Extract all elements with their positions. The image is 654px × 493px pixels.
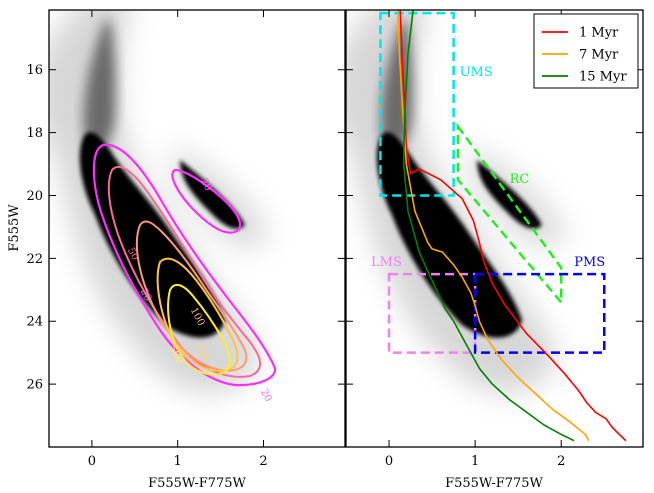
right-panel: UMS RC LMS PMS 0 1 2 1 Myr 7 Myr 15 Myr (345, 9, 644, 469)
isochrone-line (396, 10, 590, 442)
x-axis-label-right: F555W-F775W (445, 476, 543, 491)
isochrone-line (399, 10, 627, 442)
legend: 1 Myr 7 Myr 15 Myr (533, 13, 639, 89)
region-label: PMS (574, 255, 605, 270)
contour-100 (135, 220, 248, 372)
contour-label: 50 (125, 246, 141, 262)
y-axis-label: F555W (7, 204, 22, 252)
y-tick-label: 24 (26, 315, 43, 330)
contour-500 (167, 283, 231, 376)
x-tick-label: 1 (174, 454, 182, 469)
region-ums (379, 11, 455, 197)
x-tick-label: 2 (259, 454, 267, 469)
region-pms (473, 272, 606, 354)
legend-label: 15 Myr (579, 70, 627, 85)
contour-300 (156, 257, 239, 372)
region-label: LMS (371, 255, 402, 270)
x-tick-label: 0 (385, 454, 393, 469)
region-label: UMS (460, 65, 493, 80)
contour-20 (92, 143, 277, 387)
legend-label: 7 Myr (579, 48, 619, 63)
region-lms (387, 272, 477, 354)
x-tick-label: 0 (88, 454, 96, 469)
contour-label: 20 (198, 177, 214, 193)
region-rc (456, 122, 563, 306)
contour-label: 20 (138, 287, 154, 303)
x-tick-label: 1 (471, 454, 479, 469)
density-contours (92, 143, 277, 387)
isochrone-line (402, 10, 575, 442)
region-label: RC (510, 172, 530, 187)
y-tick-label: 18 (26, 126, 43, 141)
x-tick-label: 2 (557, 454, 565, 469)
contour-50 (107, 165, 262, 378)
y-tick-label: 22 (26, 252, 43, 267)
legend-label: 1 Myr (579, 26, 619, 41)
contour-20-rc (171, 168, 242, 234)
y-tick-label: 26 (26, 378, 43, 393)
x-axis-label-left: F555W-F775W (148, 476, 246, 491)
y-tick-label: 16 (26, 63, 43, 78)
y-tick-label: 20 (26, 189, 43, 204)
contour-label: 20 (258, 387, 274, 403)
